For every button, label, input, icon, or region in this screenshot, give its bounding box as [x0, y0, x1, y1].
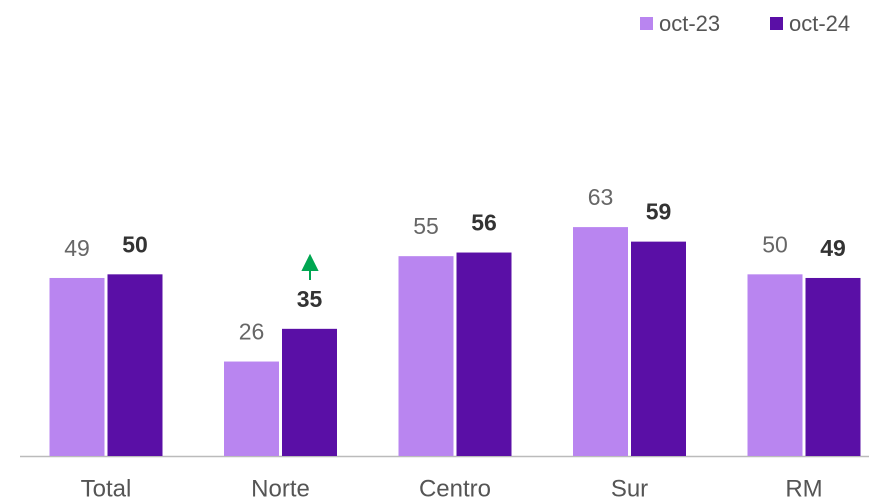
value-label: 55: [413, 213, 439, 239]
value-label: 49: [64, 235, 90, 261]
bar: [747, 274, 803, 456]
legend-label: oct-23: [659, 11, 720, 36]
bar: [398, 256, 454, 456]
x-tick-label: Sur: [611, 475, 648, 502]
value-label: 50: [762, 231, 788, 257]
x-tick-label: Centro: [419, 475, 491, 502]
legend-label: oct-24: [789, 11, 850, 36]
value-label: 35: [297, 286, 323, 312]
value-label: 56: [471, 210, 497, 236]
bar: [631, 241, 686, 456]
up-arrow: [301, 253, 319, 280]
x-tick-label: Total: [81, 475, 132, 502]
bar: [224, 361, 279, 456]
bar: [107, 274, 163, 456]
bar: [805, 277, 861, 456]
x-tick-label: Norte: [251, 475, 310, 502]
value-label: 63: [588, 184, 614, 210]
bar: [456, 252, 512, 456]
value-label: 59: [646, 199, 672, 225]
value-label: 26: [239, 319, 265, 345]
x-tick-label: RM: [785, 475, 822, 502]
legend-swatch: [640, 17, 653, 30]
value-label: 49: [820, 235, 846, 261]
bar: [282, 328, 337, 456]
bar: [49, 277, 105, 456]
bar: [573, 227, 628, 456]
value-label: 50: [122, 231, 148, 257]
legend-swatch: [770, 17, 783, 30]
